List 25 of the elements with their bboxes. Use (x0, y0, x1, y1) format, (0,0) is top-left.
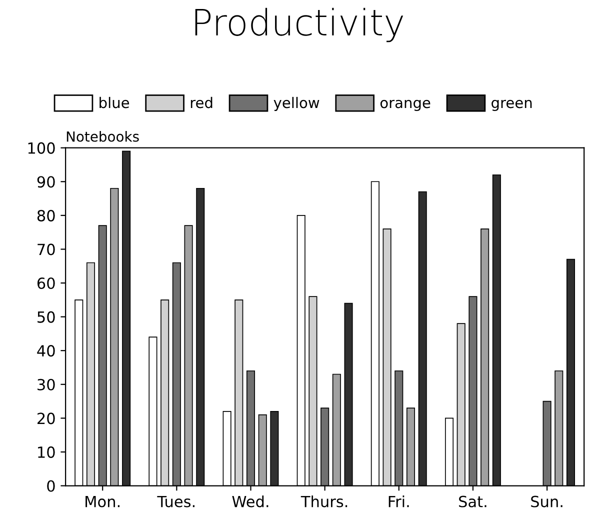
legend-label: orange (380, 100, 430, 112)
legend-label: red (190, 96, 212, 108)
y-tick-label: 50 (38, 311, 55, 323)
x-tick-label: Thurs. (300, 495, 348, 508)
y-tick-label: 80 (37, 210, 55, 222)
y-tick-label: 0 (47, 480, 55, 492)
chart-title: Productivity (195, 8, 404, 42)
y-axis-title: Notebooks (66, 131, 139, 142)
legend-label: green (492, 100, 532, 112)
x-tick-label: Sat. (459, 496, 486, 508)
x-tick-label: Tues. (157, 496, 194, 508)
y-tick-label: 100 (28, 142, 55, 154)
y-tick-label: 60 (37, 277, 55, 290)
y-tick-label: 30 (38, 378, 55, 390)
y-tick-label: 40 (37, 345, 55, 357)
x-tick-label: Fri. (388, 495, 409, 508)
legend-label: yellow (274, 96, 320, 112)
y-tick-label: 20 (38, 412, 55, 424)
x-tick-label: Sun. (531, 496, 562, 508)
y-tick-label: 70 (38, 244, 55, 256)
legend-label: blue (100, 96, 130, 108)
y-tick-label: 90 (37, 176, 55, 188)
x-tick-label: Wed. (232, 495, 268, 508)
y-tick-label: 10 (38, 446, 55, 458)
x-tick-label: Mon. (86, 496, 120, 508)
